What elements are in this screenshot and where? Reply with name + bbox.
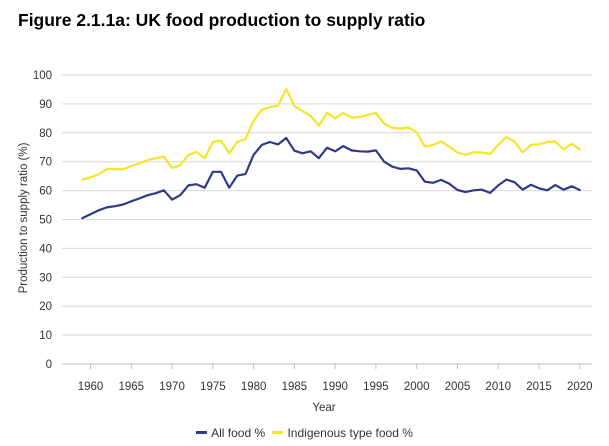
x-tick-1990: 1990 — [322, 381, 348, 393]
y-tick-10: 10 — [39, 330, 52, 342]
gridlines — [62, 74, 592, 365]
y-axis-label: Production to supply ratio (%) — [18, 142, 30, 293]
y-tick-50: 50 — [39, 215, 52, 227]
legend-swatch-indigenous-food — [272, 431, 284, 434]
x-tick-1985: 1985 — [282, 381, 308, 393]
chart-title: Figure 2.1.1a: UK food production to sup… — [18, 10, 426, 30]
series-line-all — [81, 136, 581, 220]
x-tick-2015: 2015 — [526, 381, 552, 393]
x-tick-1965: 1965 — [119, 381, 145, 393]
y-tick-40: 40 — [39, 243, 52, 255]
legend-item-indigenous-food: Indigenous type food % — [272, 425, 413, 440]
x-tick-labels: 1960 1965 1970 1975 1980 1985 1990 1995 2000 2005… — [78, 364, 593, 393]
chart-legend: All food % Indigenous type food % — [0, 423, 609, 440]
x-tick-2020: 2020 — [567, 381, 593, 393]
x-axis-label: Year — [312, 402, 335, 414]
x-tick-1995: 1995 — [363, 381, 389, 393]
series-line-indigenous — [81, 87, 581, 181]
y-tick-labels: 0 10 20 30 40 50 60 70 80 90 100 — [33, 70, 52, 371]
y-tick-100: 100 — [33, 70, 52, 82]
y-tick-90: 90 — [39, 99, 52, 111]
legend-swatch-all-food — [196, 431, 208, 434]
x-tick-1970: 1970 — [159, 381, 185, 393]
legend-label-indigenous-food: Indigenous type food % — [287, 425, 413, 440]
y-tick-0: 0 — [46, 359, 52, 371]
x-tick-2000: 2000 — [404, 381, 430, 393]
x-tick-2005: 2005 — [445, 381, 471, 393]
legend-item-all-food: All food % — [196, 426, 265, 440]
x-tick-1975: 1975 — [200, 381, 226, 393]
x-tick-1960: 1960 — [78, 381, 104, 393]
y-tick-80: 80 — [39, 128, 52, 140]
y-tick-30: 30 — [39, 272, 52, 284]
y-tick-60: 60 — [39, 186, 52, 198]
y-tick-70: 70 — [39, 157, 52, 169]
x-tick-2010: 2010 — [485, 381, 511, 393]
y-tick-20: 20 — [39, 301, 52, 313]
series-lines — [81, 87, 581, 220]
x-tick-1980: 1980 — [241, 381, 267, 393]
legend-label-all-food: All food % — [211, 425, 266, 440]
